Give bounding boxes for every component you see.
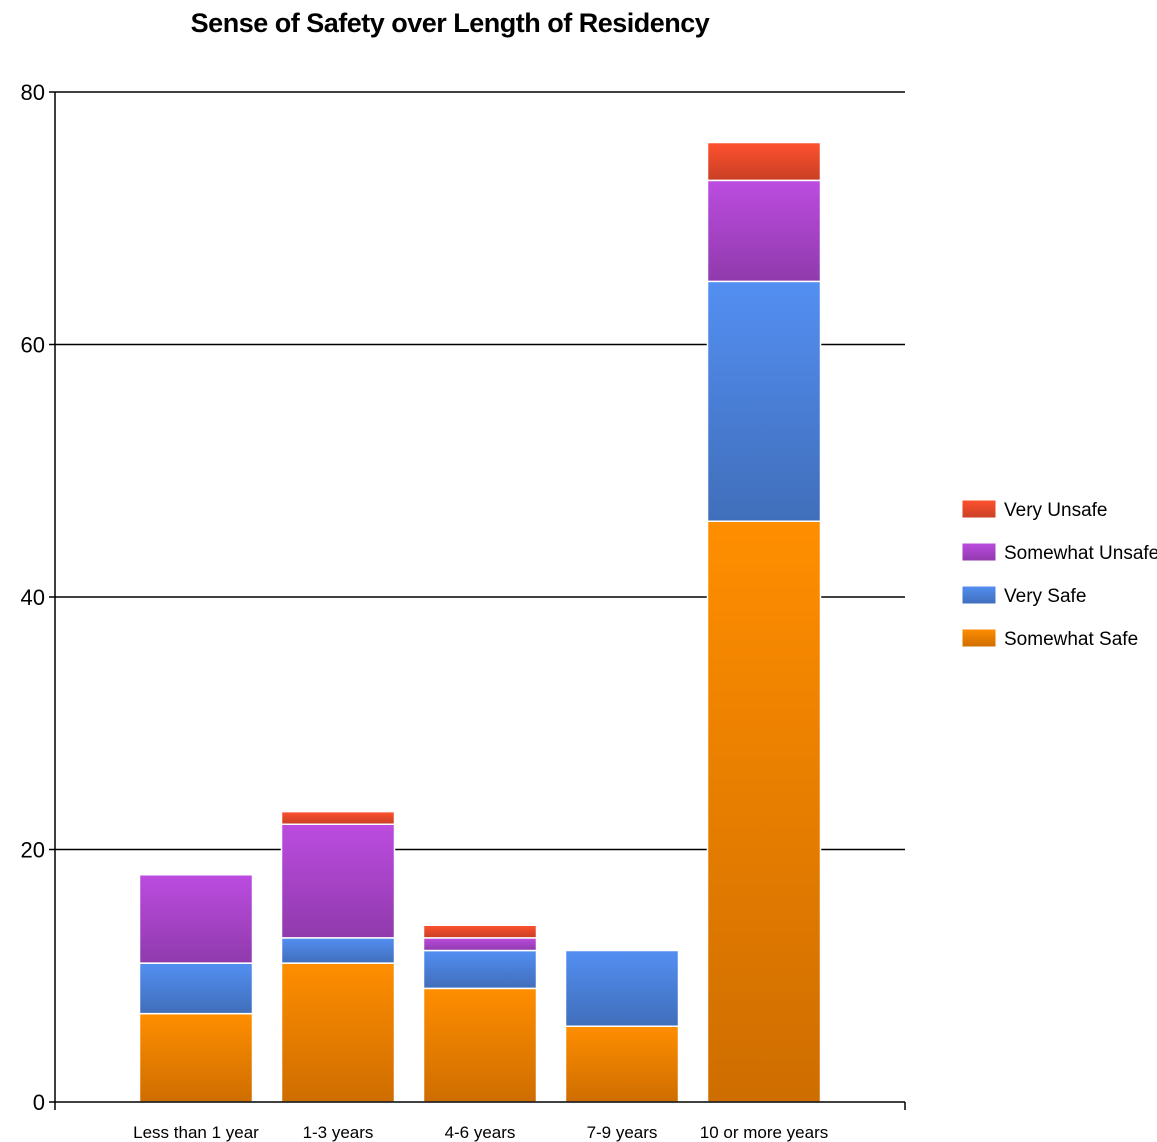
legend-label-very-safe: Very Safe xyxy=(1004,586,1086,607)
bar-very-safe-less-than-1-year xyxy=(138,962,254,1015)
x-tick-label-7-9-years: 7-9 years xyxy=(587,1123,658,1142)
bar-somewhat-safe-less-than-1-year xyxy=(138,1012,254,1103)
bar-somewhat-safe-4-6-years xyxy=(422,987,538,1103)
y-tick-label-60: 60 xyxy=(21,333,45,358)
legend-swatch-somewhat-unsafe xyxy=(961,542,997,562)
chart-title: Sense of Safety over Length of Residency xyxy=(190,8,710,38)
y-tick-label-80: 80 xyxy=(21,80,45,105)
bar-somewhat-unsafe-less-than-1-year xyxy=(138,874,254,964)
legend-label-somewhat-safe: Somewhat Safe xyxy=(1004,629,1138,650)
y-tick-label-20: 20 xyxy=(21,838,45,863)
legend-swatch-very-unsafe xyxy=(961,499,997,519)
bar-somewhat-unsafe-1-3-years xyxy=(280,823,396,939)
bar-somewhat-unsafe-4-6-years xyxy=(422,937,538,952)
legend-label-very-unsafe: Very Unsafe xyxy=(1004,500,1108,521)
x-tick-label-10-or-more-years: 10 or more years xyxy=(700,1123,829,1142)
bar-somewhat-safe-10-or-more-years xyxy=(706,520,822,1103)
x-tick-label-1-3-years: 1-3 years xyxy=(303,1123,374,1142)
x-tick-label-less-than-1-year: Less than 1 year xyxy=(133,1123,259,1142)
y-tick-label-0: 0 xyxy=(33,1090,45,1115)
bar-very-safe-7-9-years xyxy=(564,949,680,1027)
y-tick-label-40: 40 xyxy=(21,585,45,610)
bar-very-unsafe-1-3-years xyxy=(280,810,396,825)
bar-very-safe-1-3-years xyxy=(280,937,396,964)
axes: 0 20 40 60 80 Less than 1 year 1-3 years 4-6 ye… xyxy=(21,80,906,1142)
bar-somewhat-safe-1-3-years xyxy=(280,962,396,1103)
bars xyxy=(138,141,822,1103)
legend-swatch-somewhat-safe xyxy=(961,628,997,648)
bar-very-unsafe-10-or-more-years xyxy=(706,141,822,182)
bar-very-unsafe-4-6-years xyxy=(422,924,538,939)
x-tick-label-4-6-years: 4-6 years xyxy=(445,1123,516,1142)
legend-label-somewhat-unsafe: Somewhat Unsafe xyxy=(1004,543,1157,564)
bar-somewhat-unsafe-10-or-more-years xyxy=(706,179,822,283)
legend: Very Unsafe Somewhat Unsafe Very Safe Somew… xyxy=(961,499,1157,650)
bar-somewhat-safe-7-9-years xyxy=(564,1025,680,1103)
legend-swatch-very-safe xyxy=(961,585,997,605)
bar-very-safe-10-or-more-years xyxy=(706,280,822,522)
bar-very-safe-4-6-years xyxy=(422,949,538,990)
